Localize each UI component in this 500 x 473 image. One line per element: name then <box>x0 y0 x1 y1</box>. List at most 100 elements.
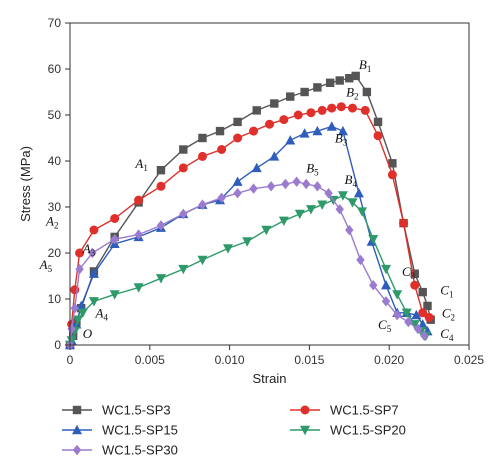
y-tick-label: 30 <box>48 200 62 214</box>
data-point <box>345 74 354 83</box>
data-point <box>373 117 383 127</box>
annotation-label: C3 <box>402 264 416 281</box>
data-point <box>409 320 420 330</box>
annotation-label: B5 <box>306 161 319 178</box>
data-point <box>420 330 429 341</box>
data-point <box>413 323 423 335</box>
data-point <box>133 283 144 293</box>
data-point <box>356 254 365 266</box>
data-point <box>265 119 274 129</box>
data-point <box>178 163 188 173</box>
data-point <box>353 188 364 198</box>
data-point <box>77 308 88 318</box>
data-point <box>387 170 397 180</box>
x-tick-label: 0.025 <box>454 353 484 367</box>
series-wc1.5-sp30 <box>65 176 429 351</box>
y-tick-label: 70 <box>48 16 62 30</box>
data-point <box>70 303 79 314</box>
data-point <box>388 159 397 168</box>
data-point <box>327 103 337 113</box>
legend-label: WC1.5-SP15 <box>102 423 178 438</box>
x-tick-label: 0.020 <box>374 353 404 367</box>
data-point <box>278 216 289 226</box>
data-point <box>198 199 207 210</box>
legend-label: WC1.5-SP3 <box>102 403 171 418</box>
data-point <box>261 225 272 236</box>
legend-item: WC1.5-SP3 <box>62 403 171 418</box>
data-point <box>411 309 422 320</box>
data-point <box>88 268 99 278</box>
data-point <box>392 290 403 300</box>
annotation-label: A2 <box>45 213 58 230</box>
data-point <box>281 178 290 190</box>
data-point <box>300 87 309 97</box>
data-point <box>360 105 370 115</box>
data-point <box>317 105 327 115</box>
data-point <box>110 234 119 245</box>
data-point <box>418 287 427 297</box>
legend-label: WC1.5-SP7 <box>330 403 399 418</box>
data-point <box>294 209 305 220</box>
data-point <box>279 115 289 125</box>
series-wc1.5-sp3 <box>65 71 435 350</box>
data-point <box>72 315 83 325</box>
legend-marker <box>300 425 310 436</box>
data-point <box>88 247 97 259</box>
data-point <box>381 280 392 290</box>
data-point <box>335 76 344 85</box>
data-point <box>223 244 234 254</box>
data-point <box>233 188 242 199</box>
data-point <box>306 108 316 118</box>
data-point <box>134 195 144 205</box>
data-point <box>249 126 259 136</box>
legend-label: WC1.5-SP20 <box>330 423 406 438</box>
data-point <box>215 126 225 136</box>
data-point <box>347 198 358 208</box>
data-point <box>351 71 360 81</box>
data-point <box>270 99 279 108</box>
data-point <box>305 205 316 215</box>
data-point <box>89 225 99 235</box>
data-point <box>269 151 280 161</box>
y-tick-label: 50 <box>48 108 62 122</box>
data-point <box>410 269 419 278</box>
data-point <box>423 301 432 311</box>
data-point <box>110 214 120 223</box>
data-point <box>337 191 348 201</box>
annotation-label: C2 <box>442 305 455 322</box>
data-point <box>232 176 243 186</box>
data-point <box>357 207 368 217</box>
data-point <box>345 224 354 236</box>
data-point <box>249 183 258 194</box>
annotation-label: B4 <box>345 172 358 189</box>
data-point <box>252 106 261 115</box>
x-tick-label: 0 <box>67 353 74 367</box>
y-axis-title: Stress (MPa) <box>18 146 33 222</box>
data-point <box>410 280 420 290</box>
data-point <box>285 135 296 145</box>
annotation-label: O <box>83 326 93 341</box>
annotation-label: C1 <box>440 282 453 299</box>
data-point <box>392 309 402 321</box>
annotation-label: B1 <box>359 57 371 74</box>
data-point <box>299 128 310 138</box>
legend-marker <box>72 405 82 415</box>
legend-item: WC1.5-SP20 <box>290 423 406 438</box>
data-point <box>67 323 76 335</box>
annotation-label: A3 <box>82 241 96 258</box>
data-point <box>337 125 348 136</box>
series-wc1.5-sp7 <box>65 102 434 350</box>
y-tick-label: 60 <box>48 62 62 76</box>
x-tick-label: 0.015 <box>294 353 324 367</box>
series-line <box>69 194 427 346</box>
data-point <box>418 308 428 318</box>
y-tick-label: 10 <box>48 292 62 306</box>
data-point <box>335 204 344 215</box>
data-point <box>336 102 346 112</box>
data-point <box>198 133 207 143</box>
plot-frame <box>69 22 470 346</box>
legend-marker <box>72 444 82 456</box>
x-tick-label: 0.005 <box>135 353 165 367</box>
